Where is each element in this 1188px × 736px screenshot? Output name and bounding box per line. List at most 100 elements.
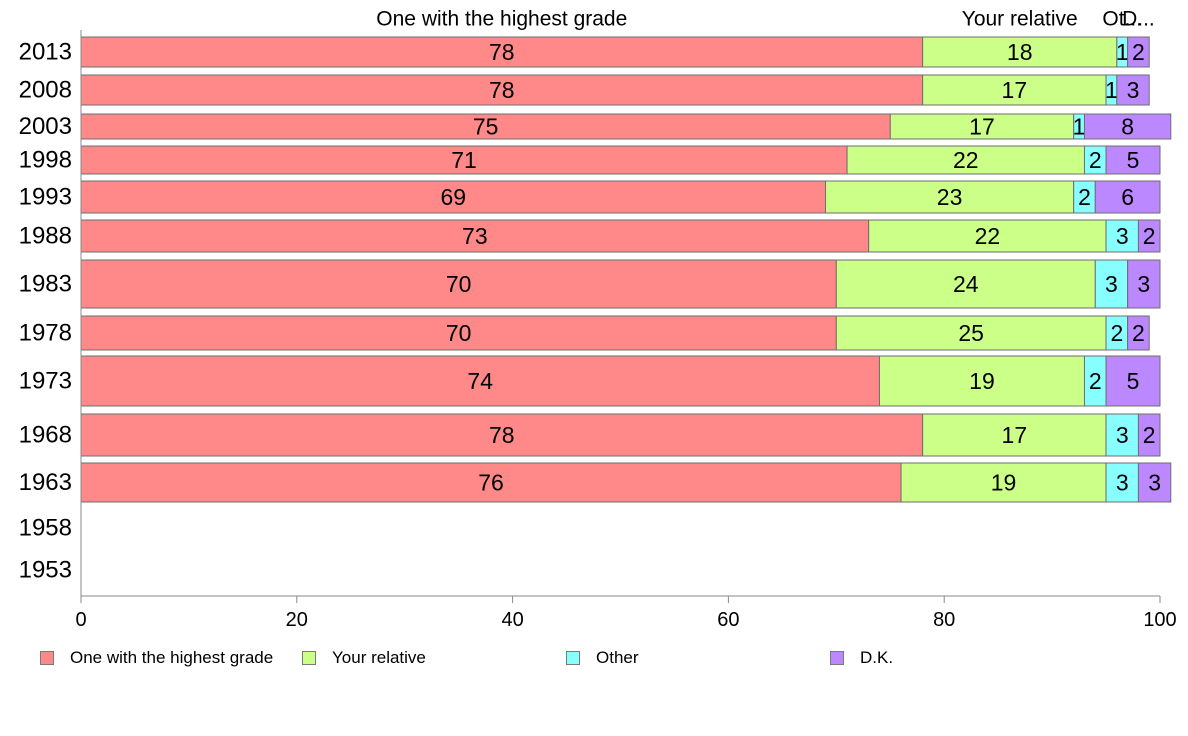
x-axis: 0 20 40 60 80 100	[75, 30, 1177, 631]
y-tick-label: 1973	[19, 368, 72, 395]
data-label: 3	[1105, 271, 1118, 297]
y-tick-label: 1958	[19, 515, 72, 542]
data-label: 1	[1116, 39, 1129, 65]
bar-segment	[835, 315, 1107, 351]
data-label: 2	[1110, 320, 1123, 346]
y-tick-label: 1968	[19, 422, 72, 449]
bar-segment	[1105, 462, 1139, 503]
bar-segment	[825, 180, 1075, 214]
bar-segment	[878, 355, 1085, 407]
y-tick-label: 1953	[19, 557, 72, 584]
data-label: 75	[473, 114, 499, 140]
legend-swatch	[40, 651, 54, 665]
bar-segment	[1083, 113, 1172, 140]
data-label: 2	[1089, 368, 1102, 394]
data-label: 2	[1089, 147, 1102, 173]
data-label: 1	[1073, 114, 1086, 140]
data-label: 70	[446, 271, 472, 297]
y-tick-label: 1983	[19, 271, 72, 298]
legend-label: Your relative	[332, 648, 426, 667]
bars-group: 78 18 1 278 17 1 375 17 1 871 22 2 569 23 2 673 22 3 270 24…	[80, 36, 1172, 503]
bar-segment	[80, 145, 848, 175]
data-label: 78	[489, 39, 515, 65]
bar-segment	[80, 462, 902, 503]
legend-label: D.K.	[860, 648, 894, 667]
x-tick-label: 20	[286, 609, 308, 631]
data-label: 5	[1127, 368, 1140, 394]
bar-segment	[1105, 413, 1139, 457]
legend-swatch	[830, 651, 844, 665]
x-tick-label: 80	[933, 609, 955, 631]
legend-label: One with the highest grade	[70, 648, 274, 667]
series-header-label: D...	[1122, 8, 1155, 31]
bar-segment	[1094, 180, 1161, 214]
legend-item-your-relative: Your relative	[302, 648, 426, 668]
series-header-label: Your relative	[962, 8, 1078, 31]
bar-segment	[1105, 145, 1161, 175]
series-header-label: Ot...	[1102, 8, 1142, 31]
bar-segment	[1137, 219, 1161, 253]
bar-segment	[80, 36, 924, 68]
series-header-label: One with the highest grade	[376, 8, 627, 31]
data-label: 17	[1002, 77, 1028, 103]
y-tick-label: 1993	[19, 184, 72, 211]
legend-item-other: Other	[566, 648, 639, 668]
data-label: 74	[467, 368, 493, 394]
data-label: 3	[1148, 470, 1161, 496]
y-tick-label: 1998	[19, 147, 72, 174]
data-label: 17	[969, 114, 995, 140]
legend-item-dk: D.K.	[830, 648, 893, 668]
bar-segment	[1127, 315, 1150, 351]
data-label: 2	[1132, 320, 1145, 346]
data-label: 23	[937, 184, 963, 210]
bar-segment	[1105, 355, 1161, 407]
legend-swatch	[302, 651, 316, 665]
bar-segment	[80, 259, 837, 309]
legend: One with the highest grade Your relative…	[40, 648, 1140, 672]
data-label: 71	[451, 147, 477, 173]
bar-segment	[80, 315, 837, 351]
data-label: 2	[1143, 223, 1156, 249]
x-tick-label: 100	[1143, 609, 1176, 631]
data-label: 69	[440, 184, 466, 210]
bar-segment	[922, 74, 1107, 106]
bar-segment	[80, 180, 827, 214]
bar-segment	[922, 36, 1118, 68]
bar-segment	[1137, 462, 1172, 503]
bar-segment	[80, 113, 891, 140]
y-tick-label: 2003	[19, 113, 72, 140]
x-tick-label: 60	[717, 609, 739, 631]
bar-segment	[1127, 259, 1161, 309]
data-label: 3	[1127, 77, 1140, 103]
legend-label: Other	[596, 648, 639, 667]
bar-segment	[900, 462, 1107, 503]
bar-segment	[1137, 413, 1161, 457]
data-label: 5	[1127, 147, 1140, 173]
data-label: 17	[1002, 422, 1028, 448]
data-label: 2	[1132, 39, 1145, 65]
bar-segment	[835, 259, 1096, 309]
bar-segment	[868, 219, 1107, 253]
data-label: 8	[1121, 114, 1134, 140]
y-tick-label: 2008	[19, 77, 72, 104]
y-tick-label: 1988	[19, 223, 72, 250]
data-label: 78	[489, 77, 515, 103]
y-tick-label: 1978	[19, 320, 72, 347]
data-label: 19	[991, 470, 1017, 496]
chart-canvas: 78 18 1 278 17 1 375 17 1 871 22 2 569 23 2 673 22 3 270 24…	[19, 8, 1177, 632]
bar-segment	[80, 219, 870, 253]
data-label: 3	[1116, 223, 1129, 249]
bar-segment	[80, 355, 880, 407]
data-label: 78	[489, 422, 515, 448]
data-label: 73	[462, 223, 488, 249]
data-label: 2	[1143, 422, 1156, 448]
series-header-labels: One with the highest grade Your relative O…	[376, 8, 1154, 31]
data-label: 18	[1007, 39, 1033, 65]
x-tick-label: 40	[501, 609, 523, 631]
bar-segment	[1116, 74, 1150, 106]
y-tick-labels: 2013 2008 2003 1998 1993 1988 1983 1978 1973 1968…	[19, 39, 72, 584]
data-label: 3	[1137, 271, 1150, 297]
data-label: 1	[1105, 77, 1118, 103]
data-label: 19	[969, 368, 995, 394]
